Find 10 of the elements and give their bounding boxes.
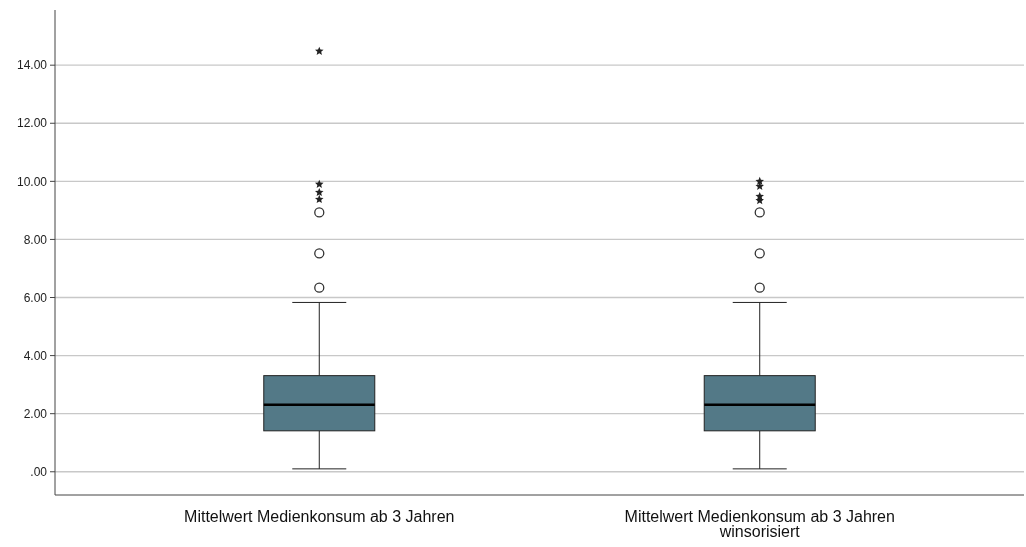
y-tick-label: .00 bbox=[30, 464, 48, 479]
y-tick-label: 6.00 bbox=[23, 290, 48, 305]
y-tick-label: 14.00 bbox=[16, 58, 48, 73]
y-tick-label: 10.00 bbox=[16, 174, 48, 189]
x-tick-label: Mittelwert Medienkonsum ab 3 Jahren bbox=[184, 508, 455, 525]
y-tick-label: 8.00 bbox=[23, 232, 48, 247]
x-tick-label: Mittelwert Medienkonsum ab 3 Jahren winsorisiert bbox=[624, 508, 895, 540]
y-tick-label: 12.00 bbox=[16, 116, 48, 131]
y-tick-label: 4.00 bbox=[23, 348, 48, 363]
y-tick-label: 2.00 bbox=[23, 406, 48, 421]
